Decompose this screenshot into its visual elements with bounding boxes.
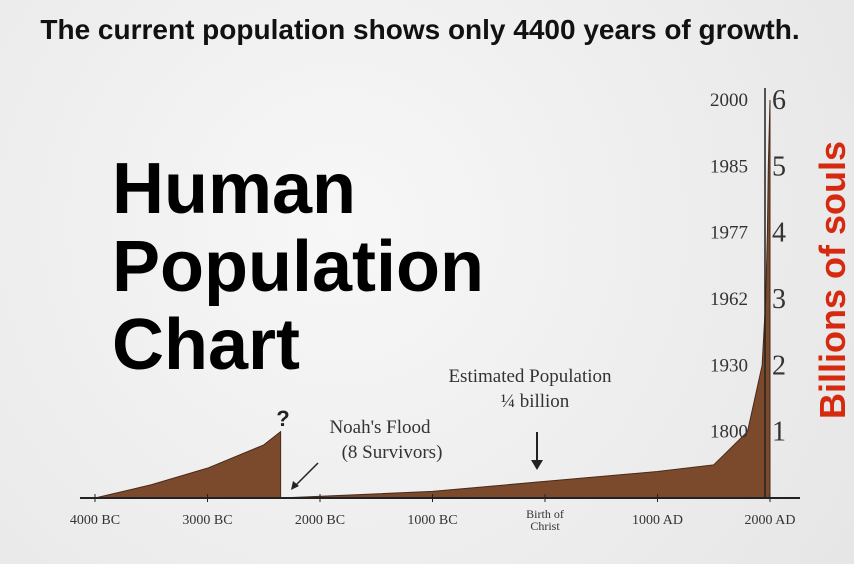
population-area (94, 99, 771, 499)
x-tick-label: 1000 AD (632, 513, 683, 528)
x-tick-label: 3000 BC (182, 513, 232, 528)
year-label: 2000 (710, 90, 748, 111)
x-tick-label: Birth of Christ (526, 507, 564, 533)
annotation: (8 Survivors) (342, 442, 443, 463)
annotation: ¼ billion (501, 391, 570, 412)
arrow (292, 462, 319, 489)
x-tick-label: 4000 BC (70, 513, 120, 528)
x-tick-label: 1000 BC (407, 513, 457, 528)
x-tick-label: 2000 BC (295, 513, 345, 528)
x-tick-label: 2000 AD (745, 513, 796, 528)
y-axis-label: Billions of souls (812, 141, 853, 419)
year-label: 1962 (710, 289, 748, 310)
arrow-head (531, 460, 543, 470)
y-tick-label: 3 (772, 284, 786, 315)
year-label: 1930 (710, 355, 748, 376)
annotation: Noah's Flood (329, 417, 431, 438)
big-title: Human Population Chart (112, 149, 484, 385)
year-label: 1985 (710, 156, 748, 177)
annotation: ? (276, 406, 289, 431)
y-tick-label: 4 (772, 218, 786, 249)
year-label: 1800 (710, 422, 748, 443)
arrow-head (291, 481, 299, 490)
y-tick-label: 6 (772, 85, 786, 116)
annotation: Estimated Population (448, 366, 612, 387)
year-label: 1977 (710, 223, 748, 244)
y-tick-label: 2 (772, 350, 786, 381)
y-tick-label: 1 (772, 417, 786, 448)
y-tick-label: 5 (772, 151, 786, 182)
chart-title: The current population shows only 4400 y… (40, 14, 800, 45)
